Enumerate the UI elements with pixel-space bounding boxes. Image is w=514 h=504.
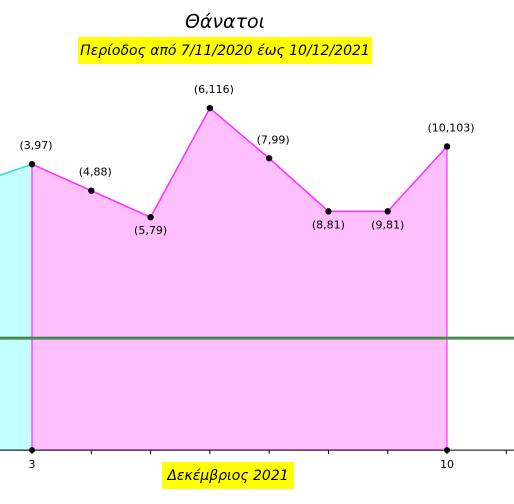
data-label: (9,81) <box>371 218 404 231</box>
data-label: (7,99) <box>257 133 290 146</box>
data-point <box>265 155 273 162</box>
chart-title: Θάνατοι <box>185 11 265 33</box>
data-point <box>147 214 154 221</box>
area-fill <box>0 163 33 451</box>
x-axis-label: Δεκέμβριος 2021 <box>166 468 288 484</box>
data-point <box>325 208 332 215</box>
x-label-box <box>162 462 294 489</box>
data-point <box>443 143 451 150</box>
data-label: (5,79) <box>134 224 167 237</box>
series-line <box>31 107 448 219</box>
data-label: (4,88) <box>79 166 112 179</box>
data-point <box>384 208 391 215</box>
series-line <box>0 163 33 177</box>
data-label: (10,103) <box>427 121 474 134</box>
x-tick-label: 10 <box>440 458 454 471</box>
data-point <box>28 160 36 168</box>
subtitle-box <box>78 37 372 64</box>
subtitle: Περίοδος από 7/11/2020 έως 10/12/2021 <box>80 43 370 59</box>
data-point <box>206 104 214 112</box>
x-tick-label: 3 <box>29 458 36 471</box>
data-label: (8,81) <box>312 218 345 231</box>
base-point <box>444 447 451 454</box>
base-point <box>29 447 36 454</box>
area-fill <box>31 107 448 451</box>
data-point <box>88 187 95 194</box>
data-label: (6,116) <box>194 83 234 96</box>
data-label: (3,97) <box>19 139 52 152</box>
